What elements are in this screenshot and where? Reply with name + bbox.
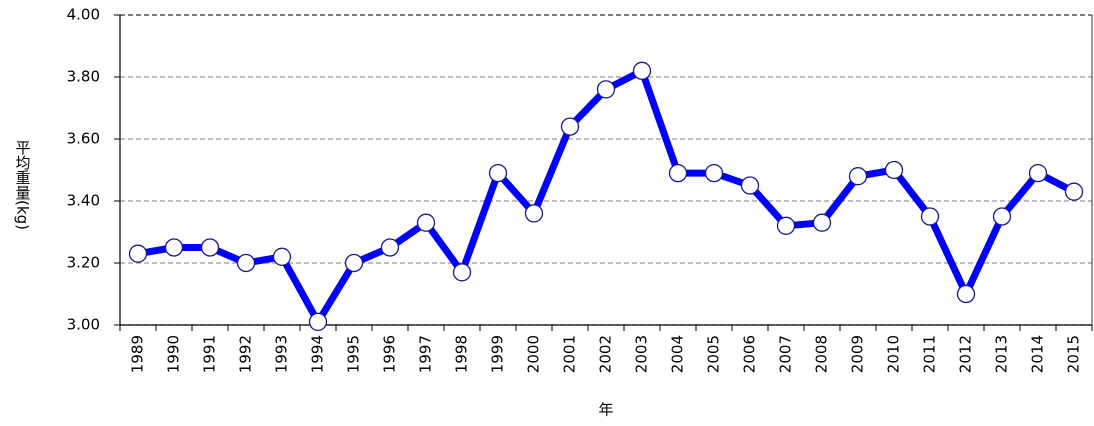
point-marker <box>776 216 796 235</box>
point-marker <box>524 204 544 223</box>
point-marker <box>452 263 472 282</box>
y-tick-label: 3.20 <box>67 254 100 272</box>
point-marker <box>992 207 1012 226</box>
x-tick-label: 2003 <box>633 335 651 373</box>
x-tick-label: 1994 <box>309 335 327 373</box>
x-tick-label: 1989 <box>129 335 147 373</box>
point-marker <box>668 163 688 183</box>
point-marker <box>488 163 508 183</box>
y-tick-label: 3.40 <box>67 192 100 210</box>
point-marker <box>848 167 868 186</box>
x-tick-label: 2004 <box>669 335 687 373</box>
x-tick-label: 1997 <box>417 335 435 373</box>
point-marker <box>344 253 364 273</box>
x-tick-label: 2013 <box>993 335 1011 373</box>
y-axis-label: 平均重量(kg) <box>14 140 32 230</box>
x-tick-label: 1995 <box>345 335 363 373</box>
point-marker <box>704 163 724 183</box>
point-marker <box>560 117 580 136</box>
y-tick-label: 4.00 <box>67 6 100 24</box>
x-tick-label: 2009 <box>849 335 867 373</box>
point-marker <box>308 312 328 332</box>
x-tick-label: 1999 <box>489 335 507 373</box>
point-marker <box>164 238 184 257</box>
y-tick-label: 3.00 <box>67 316 100 334</box>
x-axis-label: 年 <box>598 401 613 419</box>
point-marker <box>236 253 256 273</box>
x-tick-label: 1998 <box>453 335 471 373</box>
x-tick-label: 2005 <box>705 335 723 373</box>
point-marker <box>1028 163 1048 183</box>
point-marker <box>416 213 436 232</box>
series-line <box>137 67 1076 326</box>
point-marker <box>956 284 976 304</box>
x-tick-label: 1993 <box>273 335 291 373</box>
point-marker <box>884 160 904 180</box>
x-tick-label: 2008 <box>813 335 831 373</box>
x-tick-label: 2010 <box>885 335 903 373</box>
x-tick-label: 1991 <box>201 335 219 373</box>
x-tick-label: 2002 <box>597 335 615 373</box>
x-tick-label: 2011 <box>921 335 939 373</box>
point-marker <box>920 207 940 226</box>
y-tick-label: 3.60 <box>67 130 100 148</box>
x-tick-label: 1992 <box>237 335 255 373</box>
point-marker <box>200 238 220 257</box>
point-marker <box>596 80 616 99</box>
x-tick-label: 2006 <box>741 335 759 373</box>
x-tick-label: 1996 <box>381 335 399 373</box>
x-tick-label: 1990 <box>165 335 183 373</box>
x-tick-label: 2007 <box>777 335 795 373</box>
point-marker <box>740 176 760 195</box>
point-marker <box>128 244 148 263</box>
point-marker <box>380 238 400 257</box>
point-marker <box>272 247 292 266</box>
x-tick-label: 2000 <box>525 335 543 373</box>
x-tick-label: 2015 <box>1065 335 1083 373</box>
point-marker <box>632 61 652 80</box>
x-tick-label: 2014 <box>1029 335 1047 373</box>
point-marker <box>1064 182 1084 201</box>
point-marker <box>812 213 832 232</box>
y-tick-label: 3.80 <box>67 68 100 86</box>
x-tick-label: 2012 <box>957 335 975 373</box>
x-tick-label: 2001 <box>561 335 579 373</box>
